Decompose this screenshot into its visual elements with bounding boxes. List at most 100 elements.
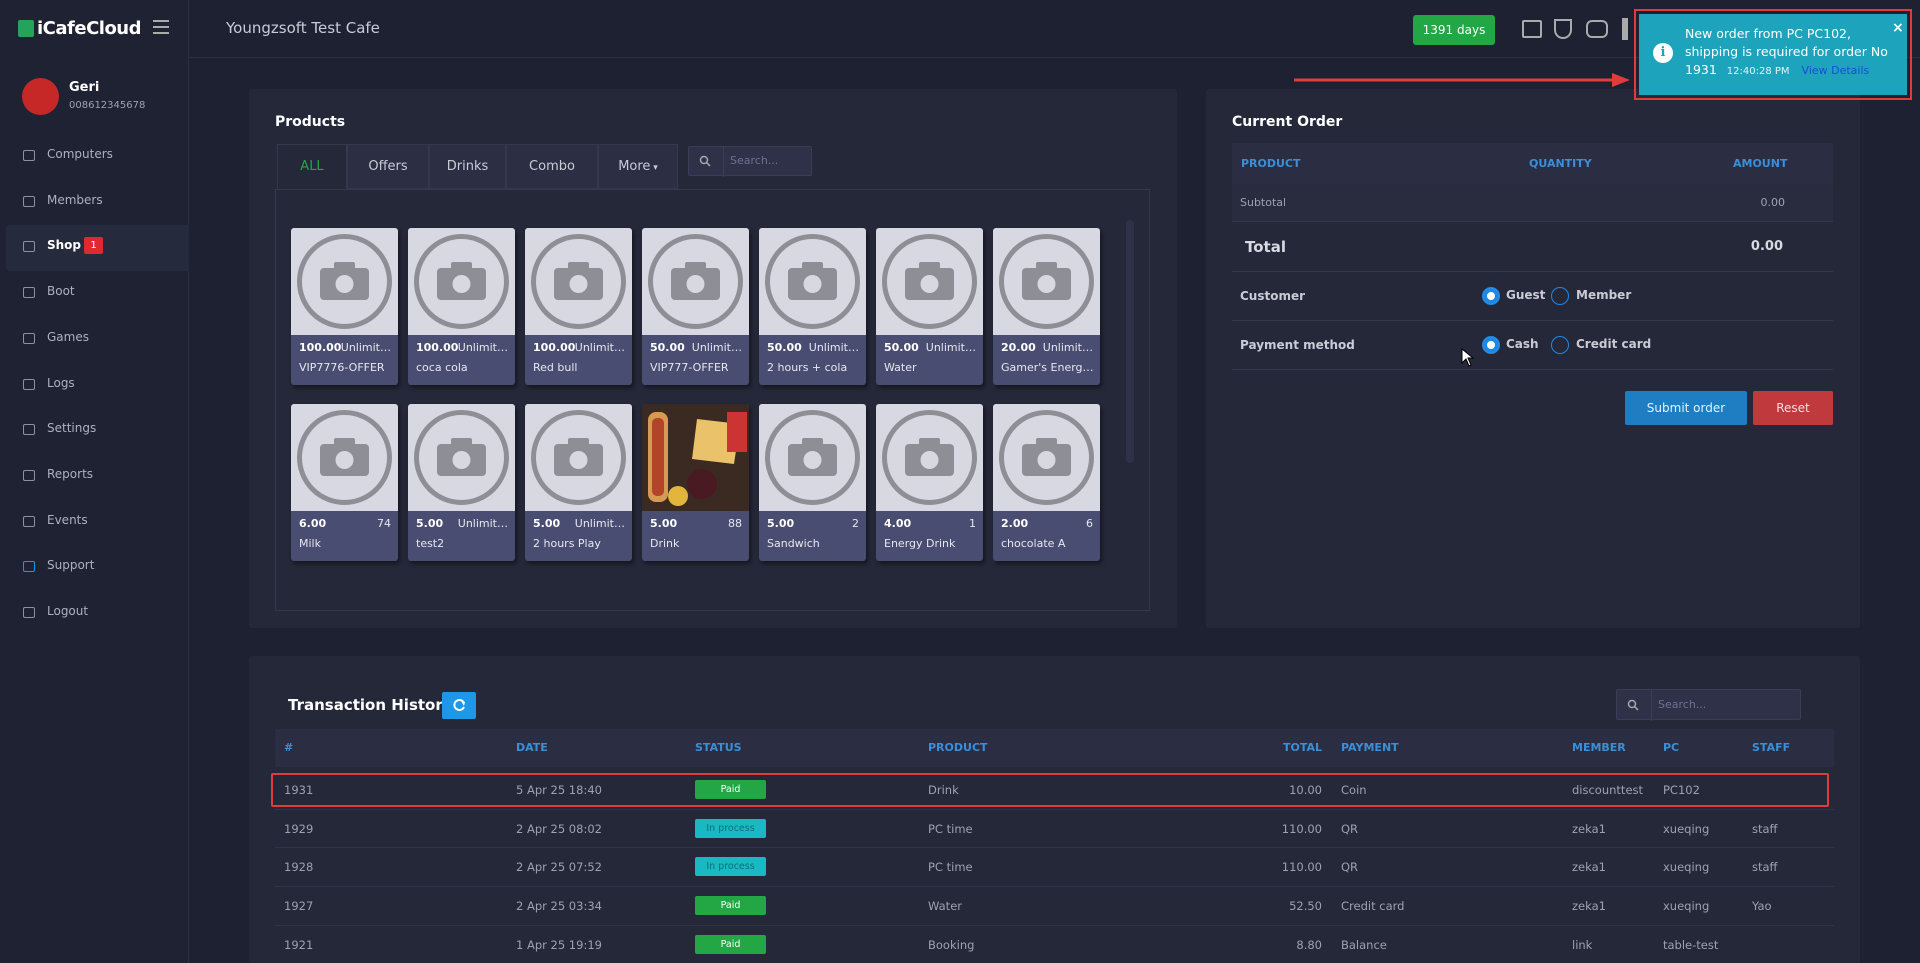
product-stock: 74 bbox=[377, 517, 391, 530]
status-badge: Paid bbox=[695, 780, 766, 799]
subtotal-row bbox=[1232, 184, 1833, 222]
product-card[interactable]: 100.00 Unlimit… VIP7776-OFFER bbox=[291, 228, 398, 385]
search-placeholder: Search... bbox=[1658, 698, 1707, 711]
product-tab[interactable]: Combo bbox=[506, 144, 598, 189]
total-label: Total bbox=[1245, 238, 1286, 256]
product-card[interactable]: 100.00 Unlimit… Red bull bbox=[525, 228, 632, 385]
product-name: Sandwich bbox=[767, 537, 820, 550]
nav-item[interactable]: Boot bbox=[47, 284, 75, 299]
cell: 1 Apr 25 19:19 bbox=[516, 937, 602, 952]
product-name: 2 hours + cola bbox=[767, 361, 848, 374]
scrollbar[interactable] bbox=[1126, 220, 1134, 463]
cell: 1927 bbox=[284, 899, 314, 914]
nav-item[interactable]: Support bbox=[47, 558, 95, 573]
product-price: 20.00 bbox=[1001, 341, 1036, 354]
trophy-icon[interactable] bbox=[1554, 19, 1572, 39]
radio[interactable] bbox=[1482, 336, 1500, 354]
cell: PC time bbox=[928, 821, 973, 836]
cell: Yao bbox=[1752, 899, 1772, 914]
cell: QR bbox=[1341, 860, 1359, 875]
cell: Drink bbox=[928, 783, 959, 797]
product-card[interactable]: 2.00 6 chocolate A bbox=[993, 404, 1100, 561]
cell: Water bbox=[928, 899, 962, 914]
product-card[interactable]: 50.00 Unlimit… Water bbox=[876, 228, 983, 385]
transaction-search[interactable]: Search... bbox=[1616, 689, 1801, 721]
discord-icon[interactable] bbox=[1586, 20, 1608, 38]
close-button[interactable]: × bbox=[1892, 20, 1904, 36]
product-card[interactable]: 5.00 Unlimit… test2 bbox=[408, 404, 515, 561]
product-placeholder bbox=[876, 228, 983, 335]
cell: xueqing bbox=[1663, 821, 1710, 836]
nav-icon bbox=[23, 287, 35, 299]
product-card[interactable]: 6.00 74 Milk bbox=[291, 404, 398, 561]
row-divider bbox=[275, 808, 1834, 810]
status-badge: Paid bbox=[695, 934, 766, 954]
radio[interactable] bbox=[1482, 287, 1500, 305]
days-badge[interactable]: 1391 days bbox=[1413, 15, 1495, 45]
product-card[interactable]: 50.00 Unlimit… 2 hours + cola bbox=[759, 228, 866, 385]
product-search[interactable]: Search... bbox=[688, 146, 812, 177]
nav-item[interactable]: Events bbox=[47, 512, 88, 527]
nav-item[interactable]: Logout bbox=[47, 604, 89, 618]
cell: Booking bbox=[928, 937, 975, 952]
cell: Coin bbox=[1341, 783, 1367, 797]
radio-label[interactable]: Guest bbox=[1506, 288, 1546, 302]
order-column: QUANTITY bbox=[1529, 157, 1592, 170]
product-price: 5.00 bbox=[533, 517, 561, 530]
product-name: Drink bbox=[650, 537, 680, 550]
nav-icon bbox=[23, 424, 35, 436]
product-tab[interactable]: Offers bbox=[347, 144, 429, 189]
user-id: 008612345678 bbox=[69, 100, 146, 111]
notification[interactable]: i New order from PC PC102, shipping is r… bbox=[1639, 14, 1907, 95]
column-header: TOTAL bbox=[1282, 741, 1322, 754]
menu-toggle[interactable] bbox=[153, 20, 169, 34]
product-placeholder bbox=[525, 228, 632, 335]
radio-label[interactable]: Credit card bbox=[1576, 337, 1652, 351]
nav-icon bbox=[23, 607, 35, 618]
product-card[interactable]: 100.00 Unlimit… coca cola bbox=[408, 228, 515, 385]
product-stock: Unlimit… bbox=[574, 341, 625, 354]
product-card[interactable]: 5.00 2 Sandwich bbox=[759, 404, 866, 561]
notification-link[interactable]: View Details bbox=[1801, 64, 1870, 77]
product-card[interactable]: 5.00 88 Drink bbox=[642, 404, 749, 561]
cell: zeka1 bbox=[1572, 860, 1606, 875]
cafe-name: Youngzsoft Test Cafe bbox=[226, 19, 380, 37]
nav-item[interactable]: Reports bbox=[47, 466, 94, 481]
radio-label[interactable]: Member bbox=[1576, 288, 1632, 302]
nav-item[interactable]: Computers bbox=[47, 147, 113, 161]
refresh-button[interactable] bbox=[442, 692, 476, 719]
payment-label: Payment method bbox=[1240, 338, 1355, 352]
product-card[interactable]: 4.00 1 Energy Drink bbox=[876, 404, 983, 561]
facebook-icon[interactable] bbox=[1622, 18, 1628, 40]
nav-item[interactable]: Settings bbox=[47, 421, 97, 436]
product-price: 5.00 bbox=[416, 517, 444, 530]
caret: ▾ bbox=[650, 163, 658, 173]
product-card[interactable]: 5.00 Unlimit… 2 hours Play bbox=[525, 404, 632, 561]
column-header: STAFF bbox=[1752, 741, 1791, 754]
cell: 1928 bbox=[284, 860, 314, 875]
product-placeholder bbox=[993, 404, 1100, 511]
annotation-arrow bbox=[1294, 73, 1630, 87]
gift-icon[interactable] bbox=[1522, 20, 1542, 38]
product-price: 5.00 bbox=[650, 517, 678, 530]
product-card[interactable]: 20.00 Unlimit… Gamer's Energ… bbox=[993, 228, 1100, 385]
product-placeholder bbox=[291, 404, 398, 511]
product-price: 4.00 bbox=[884, 517, 912, 530]
product-card[interactable]: 50.00 Unlimit… VIP777-OFFER bbox=[642, 228, 749, 385]
submit-button[interactable]: Submit order bbox=[1625, 391, 1747, 425]
nav-item[interactable]: Logs bbox=[47, 375, 75, 390]
reset-button[interactable]: Reset bbox=[1753, 391, 1833, 425]
product-tab[interactable]: ALL bbox=[277, 144, 347, 189]
nav-item[interactable]: Games bbox=[47, 329, 89, 344]
product-stock: Unlimit… bbox=[808, 341, 859, 354]
nav-item[interactable]: Members bbox=[47, 192, 103, 207]
search-divider bbox=[723, 147, 724, 177]
radio-label[interactable]: Cash bbox=[1506, 337, 1539, 351]
product-stock: Unlimit… bbox=[925, 341, 976, 354]
radio[interactable] bbox=[1551, 336, 1569, 354]
nav-item[interactable]: Shop bbox=[47, 238, 82, 253]
product-tab[interactable]: Drinks bbox=[429, 144, 506, 189]
nav-icon bbox=[23, 515, 35, 527]
product-tab[interactable]: More ▾ bbox=[598, 144, 678, 189]
radio[interactable] bbox=[1551, 287, 1569, 305]
